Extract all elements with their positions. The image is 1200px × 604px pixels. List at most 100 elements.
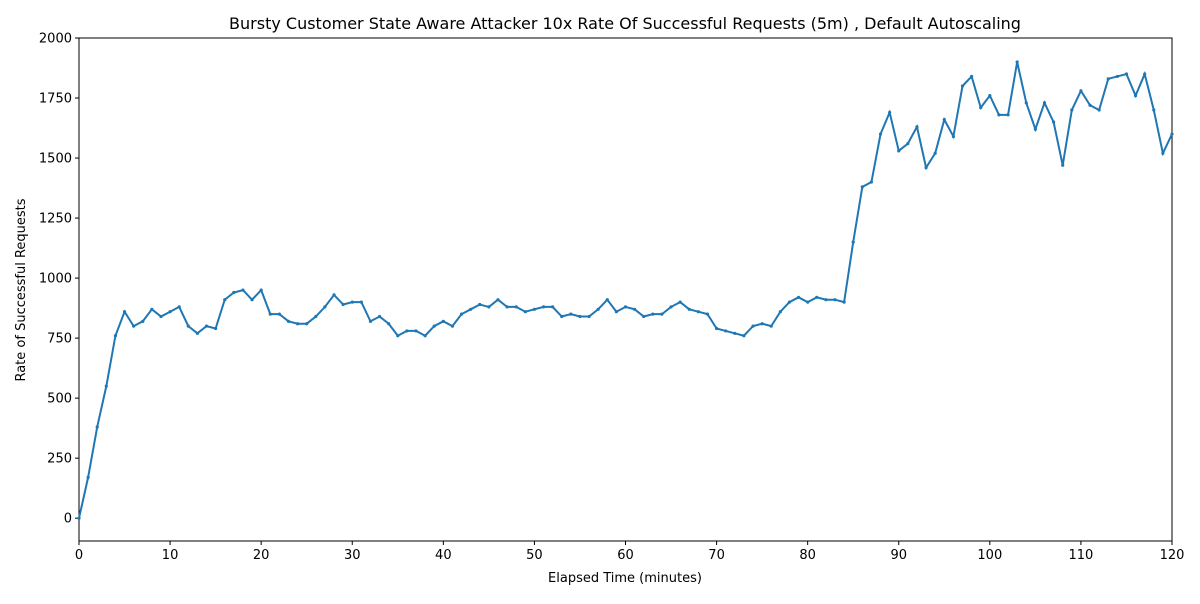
data-point — [878, 132, 883, 136]
data-point — [623, 305, 628, 309]
x-tick-label: 90 — [890, 548, 907, 563]
data-point — [678, 300, 682, 304]
data-point — [432, 324, 436, 328]
y-tick-label: 1250 — [39, 212, 72, 227]
data-point — [204, 324, 209, 328]
data-point — [541, 305, 546, 309]
data-point — [997, 113, 1001, 117]
data-point — [587, 314, 591, 319]
data-point — [441, 319, 445, 323]
data-point — [833, 298, 837, 302]
data-point — [979, 106, 983, 110]
data-point — [1070, 108, 1074, 112]
data-point — [860, 185, 864, 189]
x-tick-label: 50 — [526, 548, 543, 563]
data-point — [1024, 101, 1028, 105]
data-point — [724, 329, 728, 333]
data-point — [514, 305, 518, 309]
data-point — [1124, 72, 1129, 76]
data-point — [1061, 163, 1065, 167]
data-point — [633, 307, 637, 311]
data-point — [414, 329, 418, 333]
data-point — [405, 329, 409, 333]
data-point — [642, 314, 646, 319]
chart-title: Bursty Customer State Aware Attacker 10x… — [229, 14, 1021, 33]
data-point — [851, 240, 855, 244]
data-point — [705, 312, 710, 316]
data-point — [551, 305, 555, 309]
data-point — [1033, 127, 1037, 131]
data-point — [86, 475, 90, 479]
x-tick-label: 20 — [253, 548, 270, 563]
data-point — [760, 322, 764, 326]
data-point — [296, 322, 300, 326]
data-point — [651, 312, 655, 316]
data-point — [1161, 151, 1165, 155]
y-tick-label: 750 — [47, 332, 72, 347]
data-point — [159, 314, 163, 319]
data-point — [505, 305, 509, 309]
data-point — [1170, 132, 1174, 136]
y-tick-label: 250 — [47, 452, 72, 467]
data-point — [95, 425, 99, 429]
x-tick-label: 70 — [708, 548, 725, 563]
x-tick-label: 30 — [344, 548, 361, 563]
data-point — [532, 307, 537, 311]
data-point — [377, 314, 382, 319]
data-point — [560, 314, 564, 319]
data-point — [733, 331, 737, 335]
data-point — [132, 324, 136, 328]
data-point — [232, 290, 236, 295]
data-point — [450, 324, 455, 328]
data-point — [815, 295, 819, 299]
data-point — [1079, 89, 1083, 93]
data-point — [141, 319, 145, 323]
data-point — [259, 288, 263, 292]
x-axis-label: Elapsed Time (minutes) — [548, 571, 702, 586]
data-point — [687, 307, 691, 311]
data-point — [1106, 77, 1110, 81]
data-point — [924, 166, 928, 170]
data-point — [960, 84, 965, 88]
data-point — [915, 125, 919, 129]
x-tick-label: 60 — [617, 548, 634, 563]
data-point — [150, 307, 154, 311]
data-point — [214, 326, 218, 331]
data-point — [605, 298, 609, 302]
data-point — [496, 298, 500, 302]
data-point — [714, 326, 719, 331]
data-point — [168, 310, 172, 314]
data-point — [842, 300, 846, 304]
y-tick-label: 500 — [47, 392, 72, 407]
data-point — [241, 288, 245, 292]
data-point — [277, 312, 281, 316]
data-point — [578, 314, 582, 319]
data-point — [77, 516, 81, 520]
x-tick-label: 10 — [162, 548, 179, 563]
data-point — [1088, 103, 1092, 107]
data-point — [933, 151, 937, 155]
data-point — [951, 134, 956, 139]
data-point — [751, 324, 755, 328]
data-point — [286, 319, 291, 323]
data-point — [1015, 60, 1019, 64]
data-point — [368, 319, 373, 323]
y-tick-label: 1750 — [39, 92, 72, 107]
data-point — [332, 293, 336, 297]
data-point — [796, 295, 801, 299]
data-point — [787, 300, 792, 304]
data-point — [478, 302, 482, 307]
data-point — [104, 384, 108, 388]
data-point — [113, 334, 118, 338]
data-point — [897, 149, 901, 153]
data-point — [341, 302, 345, 307]
data-point — [268, 312, 272, 316]
data-point — [669, 305, 673, 309]
data-point — [1042, 101, 1047, 105]
x-tick-label: 0 — [75, 548, 83, 563]
data-point — [1115, 74, 1119, 79]
y-tick-label: 2000 — [39, 32, 72, 47]
data-point — [250, 298, 254, 302]
x-tick-label: 100 — [977, 548, 1002, 563]
data-point — [177, 305, 181, 309]
